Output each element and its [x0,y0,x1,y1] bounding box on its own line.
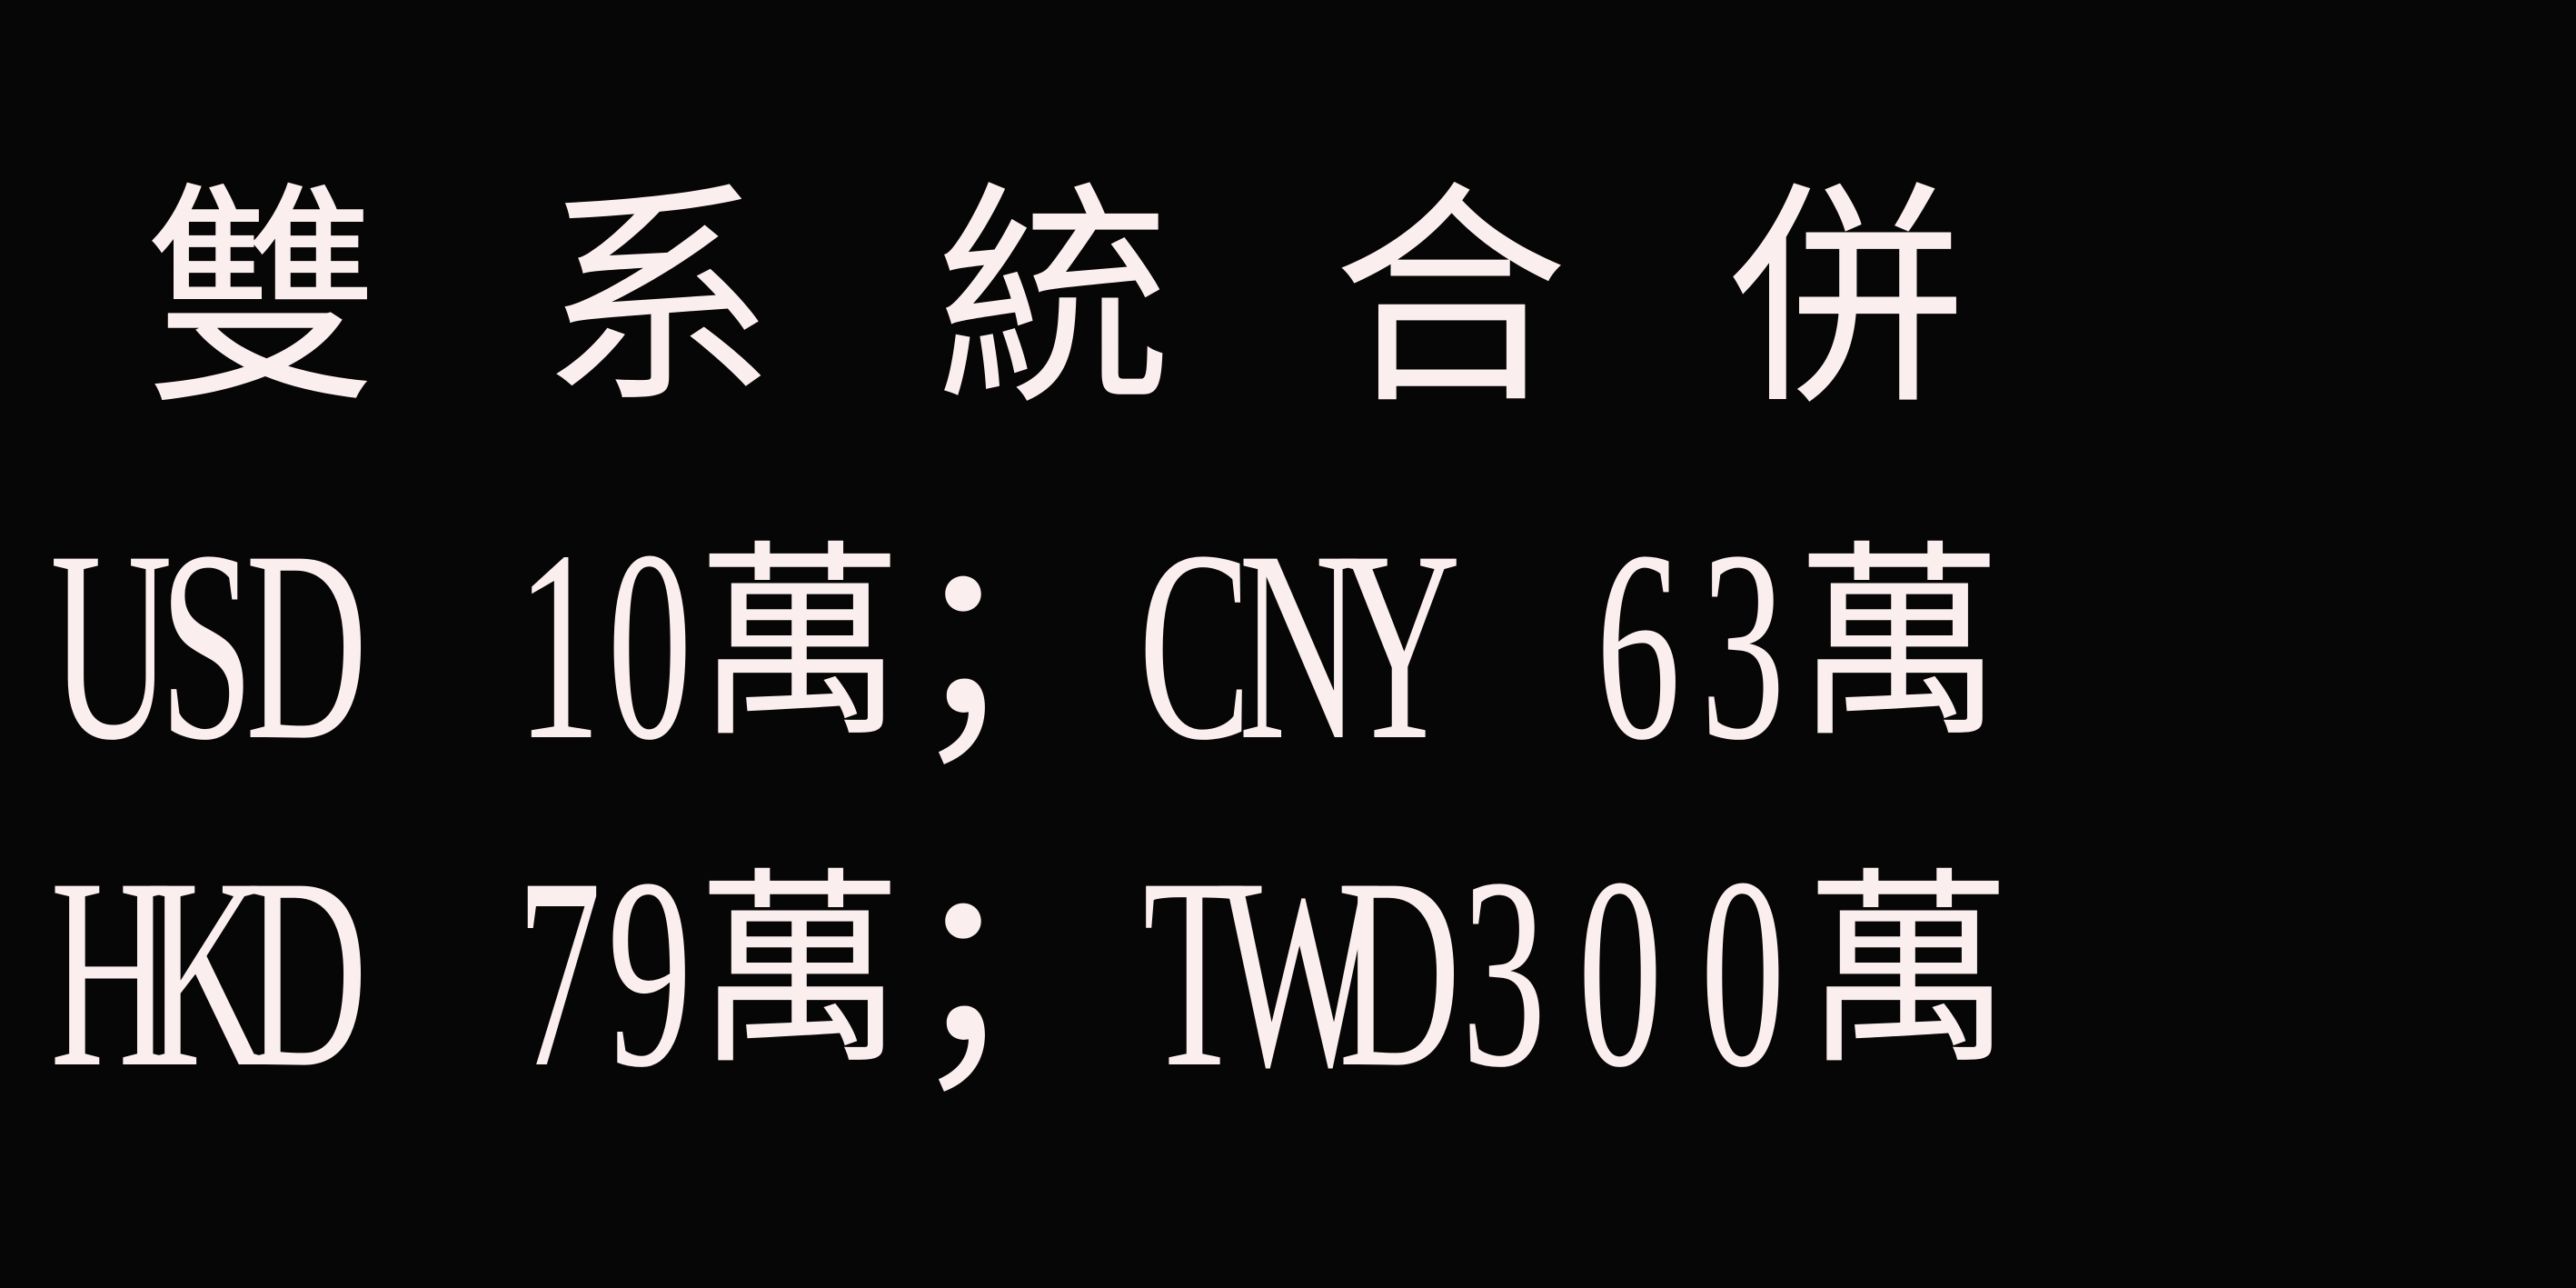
title-char: 併 [1728,163,1964,437]
rate-char: H [50,822,173,1123]
rate-char: Y [1338,494,1461,796]
rate-char: ； [904,835,1140,1110]
rate-char: S [159,494,254,796]
rate-char: 0 [1577,822,1662,1123]
rate-line-hkd-twd: H K D 7 9 萬 ； T W D 3 0 0 萬 [50,836,2517,1109]
rate-char: K [145,822,268,1123]
rate-char: 萬 [695,524,905,766]
rate-char: D [245,494,368,796]
title-char: 統 [936,163,1172,437]
rate-char: W [1219,822,1379,1123]
rate-char: 9 [607,822,692,1123]
rate-char: 0 [607,494,692,796]
rate-char: ； [904,508,1140,783]
title-char: 雙 [144,163,380,437]
rate-char: N [1238,494,1361,796]
rate-char: 萬 [1804,851,2014,1093]
rate-char: 萬 [1795,524,2004,766]
rate-char: 6 [1596,494,1680,796]
rate-char: T [1143,822,1247,1123]
rate-char: C [1138,494,1252,796]
rate-char: 7 [516,822,602,1123]
rate-char: 0 [1700,822,1785,1123]
rate-char: 3 [1700,494,1785,796]
rate-line-usd-cny: U S D 1 0 萬 ； C N Y 6 3 萬 [50,509,2517,782]
rate-char: D [1338,822,1461,1123]
rate-char: 萬 [695,851,905,1093]
title-line: 雙 系 統 合 併 [64,168,2044,432]
rate-char: D [245,822,368,1123]
rate-char: U [50,494,173,796]
rate-char: 3 [1461,822,1547,1123]
title-char: 合 [1332,163,1568,437]
title-char: 系 [540,163,776,437]
rate-char: 1 [516,494,602,796]
